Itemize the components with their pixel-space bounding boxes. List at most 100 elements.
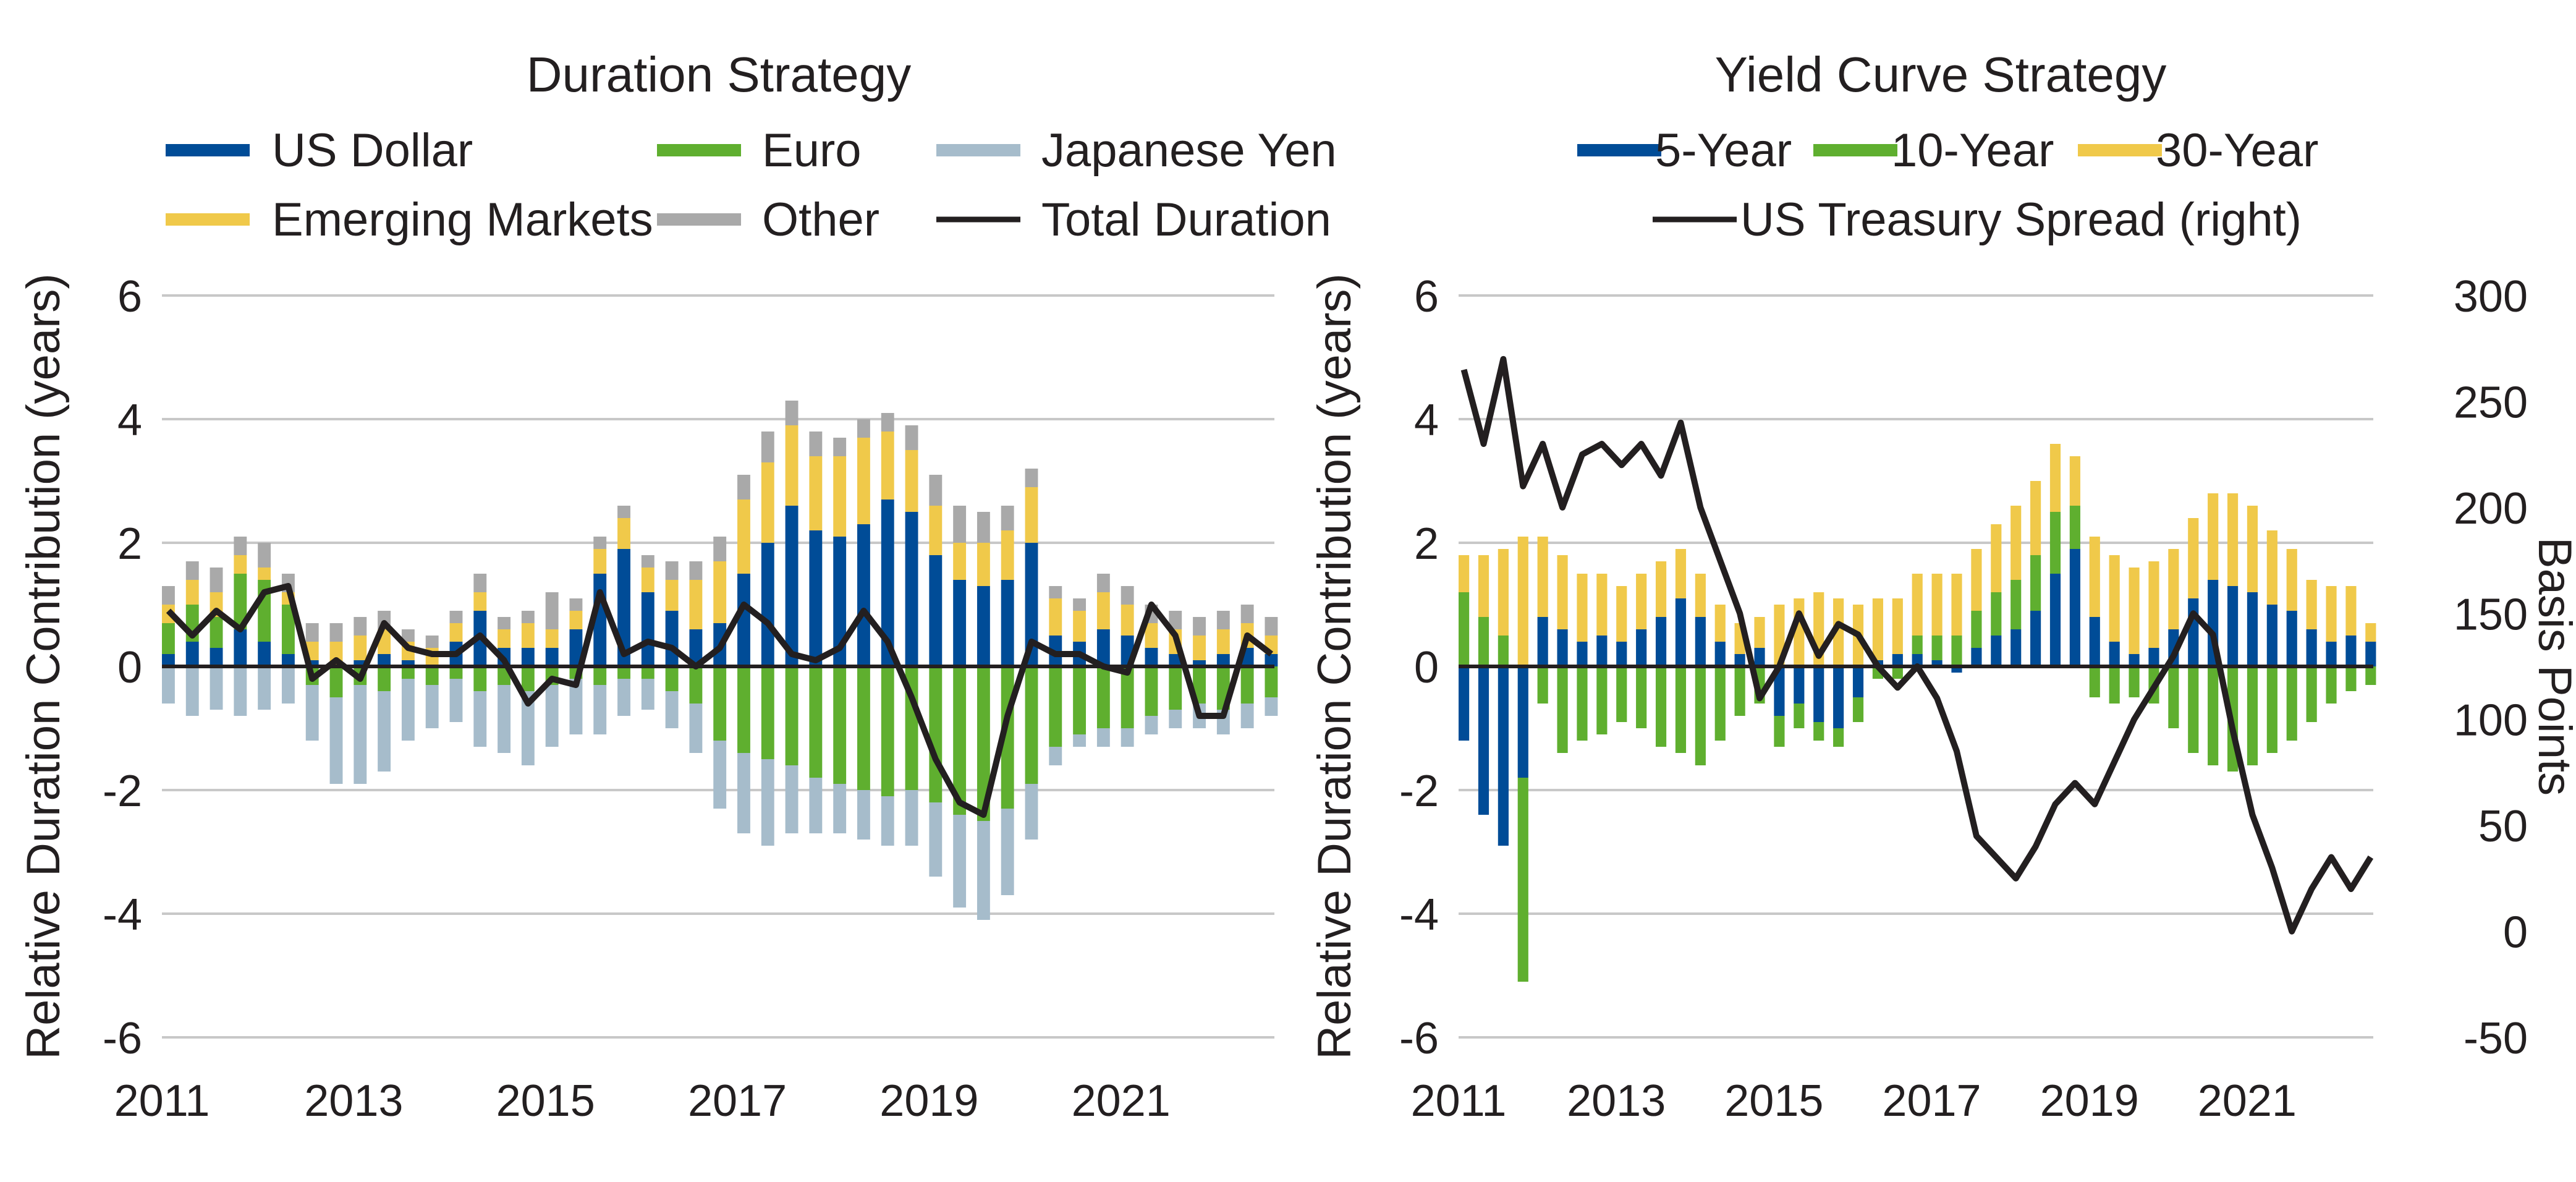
bar-japanese-yen [1073, 734, 1087, 747]
bar-5-year [2227, 586, 2239, 666]
bar-euro [761, 666, 774, 759]
bar-emerging-markets [521, 623, 535, 648]
bar-euro [953, 666, 967, 815]
legend-swatch [657, 144, 741, 156]
bar-other [1240, 605, 1254, 623]
bar-japanese-yen [473, 691, 487, 747]
bar-emerging-markets [689, 580, 703, 629]
bar-emerging-markets [833, 456, 847, 537]
bar-euro [473, 666, 487, 691]
bar-japanese-yen [234, 666, 247, 716]
bar-5-year [1675, 598, 1687, 666]
bar-5-year [1833, 666, 1844, 728]
y-tick-label: 6 [1414, 272, 1439, 321]
bar-euro [617, 666, 630, 679]
bar-30-year [2208, 493, 2219, 580]
bar-10-year [2247, 666, 2258, 765]
bar-other [498, 617, 511, 629]
bar-other [545, 592, 559, 629]
legend-label: Other [762, 193, 879, 246]
bar-5-year [1537, 617, 1548, 666]
bar-euro [977, 666, 990, 821]
bar-emerging-markets [617, 518, 630, 549]
bar-us-dollar [1025, 543, 1038, 666]
y-tick-label: 0 [1414, 643, 1439, 692]
bar-5-year [1734, 654, 1745, 666]
bar-5-year [2247, 592, 2258, 666]
bar-5-year [2266, 605, 2277, 666]
bar-5-year [1577, 642, 1588, 666]
legend-label: US Dollar [272, 124, 473, 177]
bar-japanese-yen [1265, 697, 1278, 716]
bar-us-dollar [545, 648, 559, 666]
y-tick-label: 4 [117, 396, 142, 445]
bar-japanese-yen [1121, 728, 1134, 747]
bar-30-year [1794, 598, 1805, 666]
bar-us-dollar [354, 660, 367, 666]
bar-30-year [2326, 586, 2337, 642]
bar-10-year [1517, 778, 1528, 982]
legend-swatch [657, 213, 741, 226]
bar-10-year [2168, 666, 2179, 728]
bar-japanese-yen [378, 691, 391, 772]
bar-10-year [1675, 666, 1687, 753]
bar-30-year [1577, 574, 1588, 642]
bar-emerging-markets [713, 561, 727, 623]
bar-euro [521, 666, 535, 691]
bar-other [833, 438, 847, 456]
bar-us-dollar [641, 592, 655, 666]
x-tick-label: 2017 [1882, 1076, 1981, 1126]
bar-5-year [2010, 629, 2022, 666]
x-tick-label: 2013 [304, 1076, 403, 1126]
x-tick-label: 2011 [1411, 1076, 1507, 1126]
y-tick-label: -2 [103, 767, 142, 816]
bar-emerging-markets [234, 555, 247, 574]
bar-30-year [2010, 506, 2022, 580]
bar-us-dollar [977, 586, 990, 666]
bar-us-dollar [881, 500, 894, 666]
bar-30-year [2266, 530, 2277, 605]
bar-other [737, 475, 750, 500]
bar-10-year [1931, 636, 1943, 660]
bar-japanese-yen [1096, 728, 1110, 747]
bar-10-year [1813, 722, 1824, 741]
x-tick-label: 2017 [688, 1076, 787, 1126]
bar-japanese-yen [953, 815, 967, 908]
bar-30-year [1951, 574, 1962, 636]
bar-10-year [2306, 666, 2317, 722]
bar-10-year [1991, 592, 2002, 636]
legend-label: Japanese Yen [1041, 124, 1337, 177]
legend-swatch [166, 213, 250, 226]
bar-other [1265, 617, 1278, 636]
bar-euro [1049, 666, 1062, 747]
bar-us-dollar [305, 660, 319, 666]
bar-other [617, 506, 630, 518]
bar-other [785, 401, 799, 425]
bar-us-dollar [1216, 654, 1230, 666]
chart-title: Yield Curve Strategy [1715, 47, 2167, 102]
bar-30-year [2286, 549, 2297, 611]
bar-japanese-yen [1025, 784, 1038, 840]
bar-other [881, 413, 894, 432]
bar-japanese-yen [1145, 716, 1158, 734]
legend-label: US Treasury Spread (right) [1740, 193, 2302, 246]
bar-euro [1169, 666, 1182, 710]
bar-10-year [2049, 512, 2061, 574]
x-tick-label: 2019 [879, 1076, 978, 1126]
bar-10-year [1478, 617, 1489, 666]
bar-us-dollar [689, 629, 703, 666]
bar-emerging-markets [1193, 636, 1206, 660]
bar-us-dollar [1193, 660, 1206, 666]
bar-30-year [1596, 574, 1608, 636]
bar-30-year [1675, 549, 1687, 598]
bar-us-dollar [1096, 629, 1110, 666]
bar-30-year [2049, 444, 2061, 512]
bar-30-year [1754, 617, 1765, 648]
bar-30-year [1517, 537, 1528, 666]
bar-euro [281, 605, 295, 654]
bar-10-year [1774, 716, 1785, 747]
bar-euro [929, 666, 943, 802]
bar-10-year [1655, 666, 1667, 747]
bar-30-year [2069, 456, 2080, 506]
bar-10-year [2188, 666, 2199, 753]
